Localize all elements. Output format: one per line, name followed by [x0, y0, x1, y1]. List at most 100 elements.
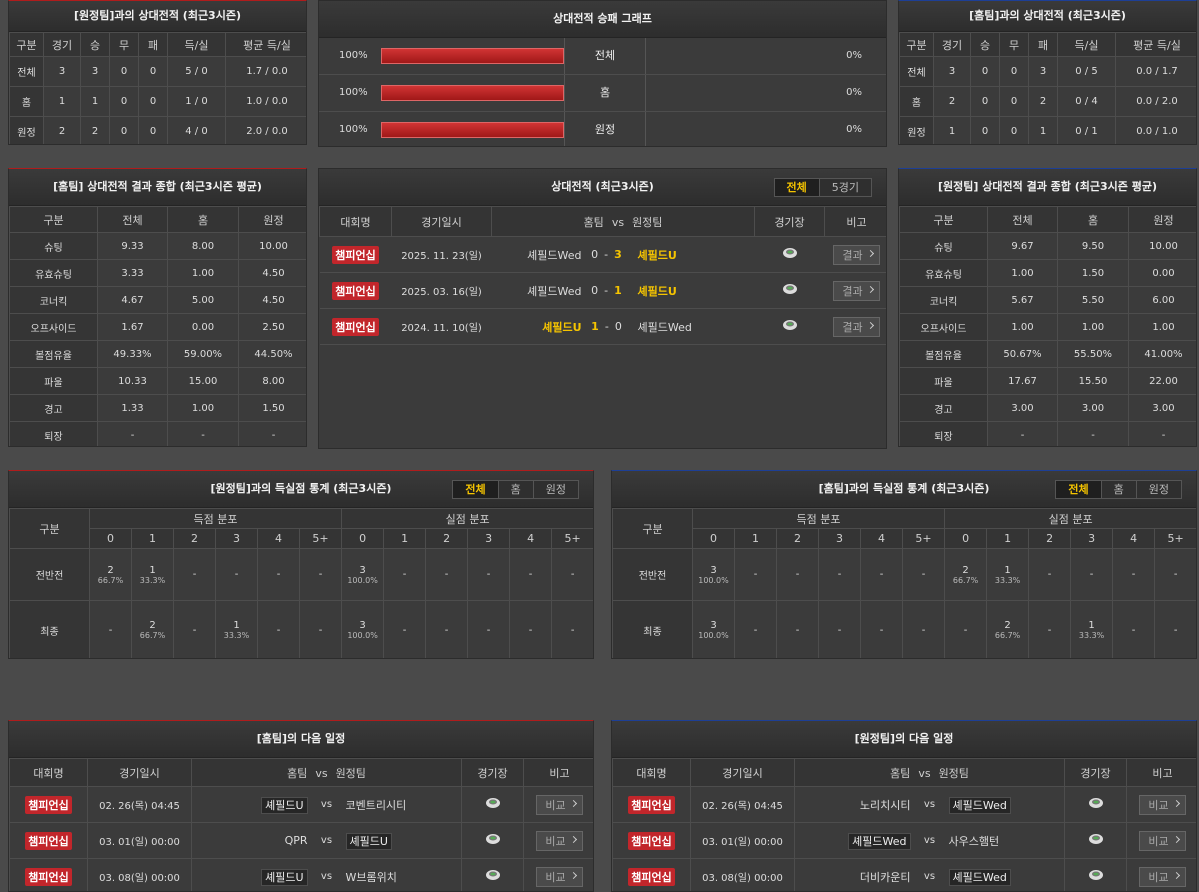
- goal-cell: -: [818, 600, 861, 658]
- compare-button[interactable]: 비교: [536, 866, 583, 887]
- center-label: 전체: [564, 38, 646, 74]
- tab[interactable]: 홈: [1100, 481, 1136, 498]
- compare-button[interactable]: 비교: [536, 830, 583, 851]
- match-date: 03. 01(일) 00:00: [690, 822, 795, 859]
- panel-title: [원정팀]의 다음 일정: [854, 732, 954, 745]
- goal-cell: -: [818, 548, 861, 601]
- tab[interactable]: 전체: [453, 481, 498, 498]
- data-row: 파울 17.67 15.50 22.00: [899, 367, 1196, 395]
- stadium-cell: [1064, 786, 1127, 823]
- goal-cell: -: [383, 600, 427, 658]
- home-team: 더비카운티: [859, 870, 911, 884]
- away-team: W브롬위치: [345, 870, 397, 884]
- cell: 2.50: [238, 313, 306, 341]
- goal-count: 2: [1004, 620, 1011, 631]
- row-label: 전체: [899, 56, 934, 87]
- compare-button[interactable]: 비교: [1139, 866, 1186, 887]
- schedule-row: 챔피언십 02. 26(목) 04:45 노리치시티 vs 셰필드Wed 비교: [612, 786, 1196, 823]
- panel-title-bar: [원정팀]과의 득실점 통계 (최근3시즌) 전체 홈 원정: [9, 471, 593, 508]
- column-header: 원정: [238, 206, 306, 233]
- bucket: 5+: [1154, 528, 1196, 549]
- column-header: 원정팀: [938, 766, 969, 780]
- group-header-row: 구분 득점 분포 실점 분포: [9, 508, 593, 549]
- cell: 1.0 / 0.0: [225, 86, 306, 117]
- home-pct-label: 100%: [339, 124, 368, 135]
- league-cell: 챔피언십: [9, 822, 88, 859]
- row-header: 구분: [9, 508, 90, 549]
- tabs: 전체 홈 원정: [1055, 480, 1182, 499]
- goal-count: 2: [962, 564, 969, 576]
- tab[interactable]: 전체: [1056, 481, 1101, 498]
- tab[interactable]: 원정: [532, 481, 578, 498]
- cell: -: [1057, 421, 1129, 446]
- data-row: 경고 1.33 1.00 1.50: [9, 394, 306, 422]
- score-separator: -: [604, 320, 609, 333]
- stats-table: 구분 전체 홈 원정 슈팅 9.67 9.50 10.00 유효슈팅 1.00 1.50 0.00 코너…: [899, 206, 1196, 446]
- column-header: 경기: [43, 32, 81, 57]
- scored-header: 득점 분포: [88, 508, 343, 529]
- bucket: 3: [215, 528, 258, 549]
- away-team: 셰필드Wed: [631, 308, 755, 345]
- data-row: 슈팅 9.67 9.50 10.00: [899, 232, 1196, 260]
- matches-table: 대회명 경기일시 홈팀 vs 원정팀 경기장 비고 챔피언십 2025. 11. 23(일) 셰필…: [319, 206, 886, 345]
- compare-button[interactable]: 비교: [536, 794, 583, 815]
- stadium-icon: [1088, 870, 1103, 880]
- league-badge: 챔피언십: [25, 831, 72, 850]
- goal-cell: -: [298, 600, 343, 658]
- header-row: 대회명 경기일시 홈팀 vs 원정팀 경기장 비고: [9, 758, 593, 787]
- goal-pct: 33.3%: [139, 575, 166, 585]
- bucket: 0: [692, 528, 735, 549]
- league-badge: 챔피언십: [628, 867, 675, 886]
- league-badge: 챔피언십: [25, 867, 72, 886]
- tab[interactable]: 홈: [497, 481, 533, 498]
- header-row: 구분 전체 홈 원정: [899, 206, 1196, 233]
- row-label: 전체: [9, 56, 44, 87]
- tab[interactable]: 원정: [1135, 481, 1181, 498]
- result-button[interactable]: 결과: [833, 280, 880, 301]
- away-score: 3: [614, 248, 622, 261]
- column-header: 대회명: [612, 758, 691, 787]
- schedule-table: 대회명 경기일시 홈팀 vs 원정팀 경기장 비고 챔피언십 02. 26(목) 04:45 셰필…: [9, 758, 593, 891]
- cell: 44.50%: [238, 340, 306, 368]
- goal-pct: 33.3%: [994, 575, 1021, 585]
- data-row: 볼점유율 50.67% 55.50% 41.00%: [899, 340, 1196, 368]
- cell: 55.50%: [1057, 340, 1129, 368]
- row-label: 유효슈팅: [9, 259, 98, 287]
- home-team: 셰필드Wed: [491, 272, 582, 309]
- cell: 0: [999, 56, 1029, 87]
- goal-cell: -: [383, 548, 427, 601]
- compare-button[interactable]: 비교: [1139, 830, 1186, 851]
- compare-button[interactable]: 비교: [1139, 794, 1186, 815]
- scored-header: 득점 분포: [691, 508, 946, 529]
- cell: 1 / 0: [167, 86, 226, 117]
- panel-title: [홈팀] 상대전적 결과 종합 (최근3시즌 평균): [53, 180, 262, 193]
- stadium-cell: [461, 858, 524, 891]
- cell: 0: [970, 116, 1000, 144]
- result-button[interactable]: 결과: [833, 244, 880, 265]
- result-button[interactable]: 결과: [833, 316, 880, 337]
- teams-header: 홈팀 vs 원정팀: [191, 758, 462, 787]
- goal-count: 3: [359, 620, 366, 631]
- column-header: 경기일시: [391, 206, 492, 237]
- cell: 15.50: [1057, 367, 1129, 395]
- home-team: 셰필드U: [261, 796, 308, 814]
- note-cell: 결과: [824, 308, 886, 345]
- tab[interactable]: 전체: [774, 179, 819, 196]
- schedule-row: 챔피언십 03. 08(일) 00:00 셰필드U vs W브롬위치 비교: [9, 858, 593, 891]
- goal-cell: 2 66.7%: [131, 600, 174, 658]
- tab[interactable]: 5경기: [818, 179, 871, 196]
- column-header: 홈팀: [583, 215, 604, 229]
- away-team: 셰필드U: [345, 832, 392, 850]
- bucket: 0: [341, 528, 385, 549]
- cell: -: [238, 421, 306, 446]
- goal-cell: 2 66.7%: [944, 548, 988, 601]
- row-label: 경고: [9, 394, 98, 422]
- bucket: 2: [425, 528, 469, 549]
- away-cell: 셰필드Wed: [944, 858, 1065, 891]
- column-header: 경기일시: [87, 758, 192, 787]
- goal-count: 2: [149, 620, 156, 631]
- column-header: 홈팀: [287, 766, 308, 780]
- graph-row: 100% 전체 0%: [319, 38, 886, 75]
- away-score: 1: [614, 284, 622, 297]
